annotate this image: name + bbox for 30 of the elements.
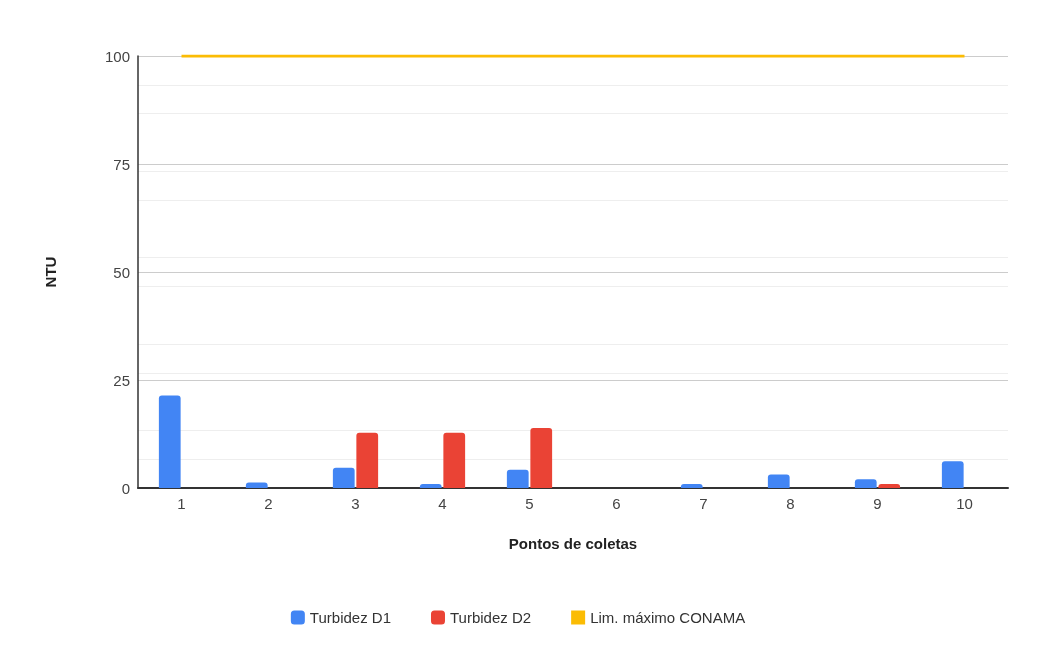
x-tick-label: 8 <box>786 495 795 512</box>
y-tick-label: 50 <box>113 263 130 281</box>
y-axis-title: NTU <box>42 256 59 288</box>
x-tick-label: 2 <box>264 495 273 512</box>
x-tick-label: 6 <box>612 495 621 512</box>
y-tick-label: 25 <box>113 371 130 389</box>
bar <box>941 461 964 488</box>
legend-label: Lim. máximo CONAMA <box>590 609 746 626</box>
x-tick-label: 5 <box>525 495 534 512</box>
x-axis-title: Pontos de coletas <box>508 535 638 552</box>
legend-label: Turbidez D1 <box>309 609 391 626</box>
legend-label: Turbidez D2 <box>449 609 532 626</box>
bar <box>158 395 181 488</box>
y-tick-label: 75 <box>113 155 130 173</box>
x-tick-label: 3 <box>351 495 360 512</box>
x-tick-label: 1 <box>177 495 186 512</box>
bar <box>332 467 355 488</box>
x-tick-label: 9 <box>873 495 882 512</box>
bar <box>854 479 877 488</box>
bar <box>443 432 466 488</box>
bar <box>767 474 790 488</box>
bar <box>530 427 553 488</box>
bar <box>245 482 268 488</box>
bar <box>506 469 529 488</box>
y-tick-label: 100 <box>104 47 130 65</box>
x-tick-label: 7 <box>699 495 708 512</box>
x-tick-label: 10 <box>956 495 973 512</box>
y-tick-label: 0 <box>121 479 130 497</box>
x-tick-label: 4 <box>438 495 447 512</box>
bar <box>356 432 379 488</box>
